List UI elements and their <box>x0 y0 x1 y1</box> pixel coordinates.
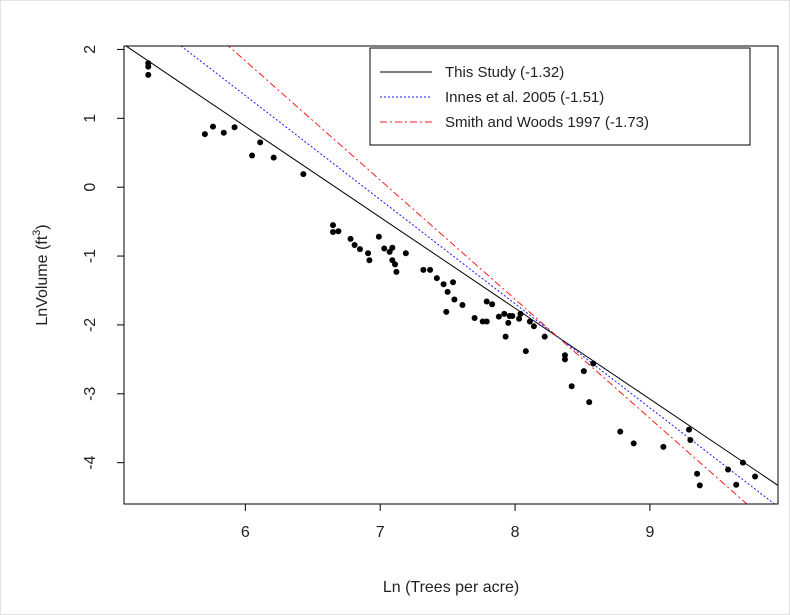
data-point <box>502 333 509 340</box>
data-point <box>231 124 238 131</box>
data-point <box>568 383 575 390</box>
data-point <box>586 399 593 406</box>
series-line-1 <box>180 46 776 504</box>
data-point <box>495 313 502 320</box>
data-point <box>471 315 478 322</box>
data-point <box>451 296 458 303</box>
data-point <box>335 228 342 235</box>
data-point <box>483 298 490 305</box>
data-point <box>330 228 337 235</box>
data-point <box>509 312 516 319</box>
data-point <box>270 154 277 161</box>
data-point <box>145 63 152 70</box>
data-point <box>530 323 537 330</box>
data-point <box>686 426 693 433</box>
series-line-0 <box>125 46 778 486</box>
data-point <box>440 281 447 288</box>
trend-lines <box>125 46 778 504</box>
data-point <box>660 443 667 450</box>
x-axis-title: Ln (Trees per acre) <box>383 579 519 596</box>
data-point <box>365 250 372 257</box>
data-point <box>694 470 701 477</box>
data-point <box>389 244 396 251</box>
data-point <box>444 288 451 295</box>
y-tick-label: -1 <box>82 249 99 263</box>
data-point <box>580 368 587 375</box>
y-axis-title: LnVolume (ft3) <box>31 224 51 325</box>
data-point <box>561 356 568 363</box>
y-tick-label: -4 <box>82 455 99 469</box>
data-point <box>617 428 624 435</box>
data-point <box>356 246 363 253</box>
data-point <box>375 233 382 240</box>
data-point <box>392 261 399 268</box>
data-point <box>516 315 523 322</box>
plot-box <box>123 45 779 505</box>
data-point <box>501 310 508 317</box>
y-tick-label: 0 <box>82 183 99 192</box>
data-point <box>739 459 746 466</box>
data-point <box>590 360 597 367</box>
data-point <box>420 266 427 273</box>
data-point <box>459 301 466 308</box>
data-point <box>526 318 533 325</box>
x-tick-label: 6 <box>241 524 250 541</box>
data-point <box>427 266 434 273</box>
y-tick-label: -3 <box>82 387 99 401</box>
data-point <box>450 279 457 286</box>
data-points <box>145 60 759 489</box>
data-point <box>522 348 529 355</box>
data-point <box>725 466 732 473</box>
y-tick-label: 1 <box>82 114 99 123</box>
data-point <box>505 319 512 326</box>
legend-label-smith-woods: Smith and Woods 1997 (-1.73) <box>445 114 649 131</box>
data-point <box>381 245 388 252</box>
data-point <box>209 123 216 130</box>
data-point <box>393 268 400 275</box>
data-point <box>347 235 354 242</box>
data-point <box>696 482 703 489</box>
data-point <box>541 333 548 340</box>
y-axis: 2 1 0 -1 -2 -3 -4 <box>82 45 124 470</box>
data-point <box>433 275 440 282</box>
data-point <box>561 352 568 359</box>
data-point <box>402 250 409 257</box>
data-point <box>300 171 307 178</box>
data-point <box>257 139 264 146</box>
data-point <box>366 257 373 264</box>
x-tick-label: 7 <box>376 524 385 541</box>
legend-box <box>369 47 751 146</box>
series-line-2 <box>227 46 748 504</box>
legend-label-innes: Innes et al. 2005 (-1.51) <box>445 89 604 106</box>
x-tick-label: 9 <box>645 524 654 541</box>
y-tick-label: 2 <box>82 45 99 54</box>
x-tick-label: 8 <box>511 524 520 541</box>
data-point <box>145 71 152 78</box>
data-point <box>330 222 337 229</box>
data-point <box>249 152 256 159</box>
data-point <box>489 301 496 308</box>
data-point <box>687 436 694 443</box>
x-axis: 6 7 8 9 <box>241 504 654 541</box>
data-point <box>351 242 358 249</box>
y-tick-label: -2 <box>82 318 99 332</box>
data-point <box>443 308 450 315</box>
legend: This Study (-1.32) Innes et al. 2005 (-1… <box>369 47 751 146</box>
data-point <box>630 440 637 447</box>
data-point <box>483 318 490 325</box>
data-point <box>733 481 740 488</box>
data-point <box>201 131 208 138</box>
legend-label-this-study: This Study (-1.32) <box>445 64 564 81</box>
data-point <box>752 473 759 480</box>
data-point <box>517 310 524 317</box>
data-point <box>220 129 227 136</box>
